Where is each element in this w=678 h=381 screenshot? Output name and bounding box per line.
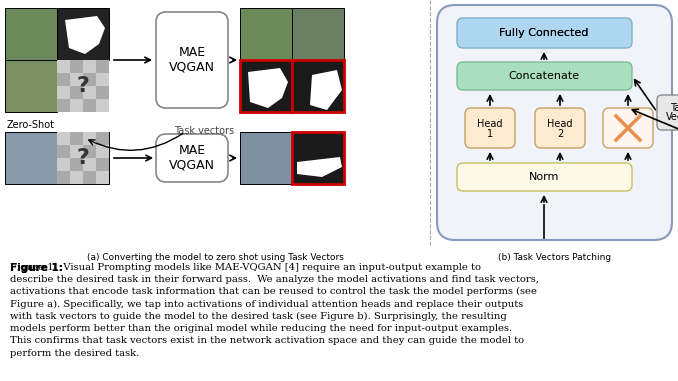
Bar [83,73,96,86]
Bar [5,8,57,60]
Bar [96,145,109,158]
Bar [57,8,109,60]
Bar [292,132,344,184]
Text: Task vectors: Task vectors [174,126,234,136]
Text: Head: Head [477,119,503,129]
Text: Task: Task [671,103,678,113]
Bar [83,60,96,73]
Bar [70,86,83,99]
Polygon shape [310,70,342,110]
Text: Figure 1:: Figure 1: [10,263,63,273]
Bar [83,99,96,112]
Bar [70,99,83,112]
Bar [70,132,83,145]
Text: 1: 1 [487,129,493,139]
Bar [5,60,57,112]
Polygon shape [297,157,342,177]
Text: MAE
VQGAN: MAE VQGAN [169,144,215,172]
Bar [57,132,109,184]
Bar [96,60,109,73]
Bar [96,99,109,112]
Bar [57,60,70,73]
Bar [83,145,96,158]
FancyBboxPatch shape [603,108,653,148]
Bar [96,158,109,171]
Bar [240,60,292,112]
Bar [57,158,70,171]
Bar [96,132,109,145]
Text: ?: ? [77,148,89,168]
Bar [292,8,344,60]
Text: 2: 2 [557,129,563,139]
Bar [96,73,109,86]
Polygon shape [248,68,288,108]
Bar [70,73,83,86]
Text: Vector: Vector [666,112,678,122]
Text: Fully Connected: Fully Connected [499,28,589,38]
Bar [70,145,83,158]
Text: Fully Connected: Fully Connected [499,28,589,38]
FancyBboxPatch shape [457,18,632,48]
Bar [240,60,292,112]
Text: (a) Converting the model to zero shot using Task Vectors: (a) Converting the model to zero shot us… [87,253,344,262]
Bar [292,60,344,112]
Bar [83,171,96,184]
Bar [57,86,70,99]
FancyBboxPatch shape [156,12,228,108]
FancyBboxPatch shape [457,62,632,90]
Bar [292,60,344,112]
FancyBboxPatch shape [437,5,672,240]
Text: Figure 1:: Figure 1: [10,263,63,273]
Bar [70,60,83,73]
Bar [57,145,70,158]
FancyBboxPatch shape [457,163,632,191]
FancyBboxPatch shape [156,134,228,182]
Text: Figure 1:  Visual Prompting models like MAE-VQGAN [4] require an input-output ex: Figure 1: Visual Prompting models like M… [10,263,539,358]
Bar [83,132,96,145]
Text: ?: ? [77,76,89,96]
Bar [240,132,292,184]
Bar [292,132,344,184]
Bar [57,171,70,184]
Bar [57,73,70,86]
Bar [57,132,70,145]
FancyBboxPatch shape [535,108,585,148]
Text: Concatenate: Concatenate [508,71,580,81]
Bar [5,132,57,184]
Bar [83,86,96,99]
Polygon shape [65,16,105,54]
Text: (b) Task Vectors Patching: (b) Task Vectors Patching [498,253,612,262]
Bar [70,158,83,171]
Text: Head: Head [547,119,573,129]
Bar [70,171,83,184]
Bar [83,158,96,171]
FancyBboxPatch shape [465,108,515,148]
Bar [96,171,109,184]
Text: MAE
VQGAN: MAE VQGAN [169,46,215,74]
Bar [240,8,292,60]
Text: Zero-Shot: Zero-Shot [7,120,55,130]
FancyBboxPatch shape [657,95,678,130]
Text: Norm: Norm [529,172,559,182]
Bar [57,99,70,112]
Bar [96,86,109,99]
